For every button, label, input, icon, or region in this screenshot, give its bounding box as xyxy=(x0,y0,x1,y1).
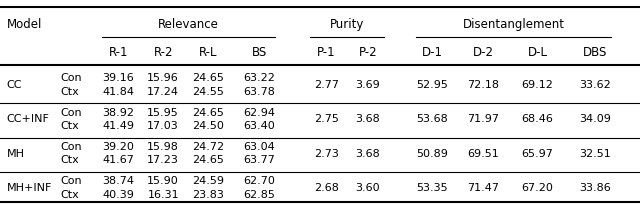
Text: 41.84: 41.84 xyxy=(102,87,134,97)
Text: 41.49: 41.49 xyxy=(102,121,134,131)
Text: DBS: DBS xyxy=(583,46,607,59)
Text: 3.68: 3.68 xyxy=(356,149,380,159)
Text: 17.23: 17.23 xyxy=(147,156,179,165)
Text: Disentanglement: Disentanglement xyxy=(463,18,564,31)
Text: 24.72: 24.72 xyxy=(192,142,224,152)
Text: 39.16: 39.16 xyxy=(102,73,134,83)
Text: 3.68: 3.68 xyxy=(356,114,380,124)
Text: 63.77: 63.77 xyxy=(243,156,275,165)
Text: 24.65: 24.65 xyxy=(192,73,224,83)
Text: 39.20: 39.20 xyxy=(102,142,134,152)
Text: 24.50: 24.50 xyxy=(192,121,224,131)
Text: CC+INF: CC+INF xyxy=(6,114,49,124)
Text: 62.85: 62.85 xyxy=(243,190,275,200)
Text: 16.31: 16.31 xyxy=(147,190,179,200)
Text: 40.39: 40.39 xyxy=(102,190,134,200)
Text: D-L: D-L xyxy=(527,46,548,59)
Text: 53.68: 53.68 xyxy=(416,114,448,124)
Text: 53.35: 53.35 xyxy=(416,183,448,193)
Text: P-2: P-2 xyxy=(358,46,378,59)
Text: P-1: P-1 xyxy=(317,46,336,59)
Text: 38.92: 38.92 xyxy=(102,108,134,118)
Text: 62.70: 62.70 xyxy=(243,176,275,186)
Text: 72.18: 72.18 xyxy=(467,80,499,90)
Text: 15.95: 15.95 xyxy=(147,108,179,118)
Text: 63.40: 63.40 xyxy=(243,121,275,131)
Text: 52.95: 52.95 xyxy=(416,80,448,90)
Text: 67.20: 67.20 xyxy=(522,183,554,193)
Text: 62.94: 62.94 xyxy=(243,108,275,118)
Text: 71.97: 71.97 xyxy=(467,114,499,124)
Text: 24.65: 24.65 xyxy=(192,108,224,118)
Text: 15.90: 15.90 xyxy=(147,176,179,186)
Text: MH+INF: MH+INF xyxy=(6,183,52,193)
Text: Purity: Purity xyxy=(330,18,364,31)
Text: 23.83: 23.83 xyxy=(192,190,224,200)
Text: 63.78: 63.78 xyxy=(243,87,275,97)
Text: MH: MH xyxy=(6,149,24,159)
Text: 68.46: 68.46 xyxy=(522,114,554,124)
Text: R-2: R-2 xyxy=(154,46,173,59)
Text: Ctx: Ctx xyxy=(61,121,79,131)
Text: 38.74: 38.74 xyxy=(102,176,134,186)
Text: Ctx: Ctx xyxy=(61,156,79,165)
Text: D-1: D-1 xyxy=(422,46,442,59)
Text: 15.98: 15.98 xyxy=(147,142,179,152)
Text: Ctx: Ctx xyxy=(61,87,79,97)
Text: 15.96: 15.96 xyxy=(147,73,179,83)
Text: D-2: D-2 xyxy=(473,46,493,59)
Text: 24.59: 24.59 xyxy=(192,176,224,186)
Text: 71.47: 71.47 xyxy=(467,183,499,193)
Text: 33.86: 33.86 xyxy=(579,183,611,193)
Text: 41.67: 41.67 xyxy=(102,156,134,165)
Text: 3.60: 3.60 xyxy=(356,183,380,193)
Text: Relevance: Relevance xyxy=(158,18,220,31)
Text: 24.65: 24.65 xyxy=(192,156,224,165)
Text: Model: Model xyxy=(6,18,42,31)
Text: 24.55: 24.55 xyxy=(192,87,224,97)
Text: 3.69: 3.69 xyxy=(356,80,380,90)
Text: Con: Con xyxy=(61,142,83,152)
Text: 17.24: 17.24 xyxy=(147,87,179,97)
Text: BS: BS xyxy=(252,46,267,59)
Text: CC: CC xyxy=(6,80,22,90)
Text: 17.03: 17.03 xyxy=(147,121,179,131)
Text: 50.89: 50.89 xyxy=(416,149,448,159)
Text: 69.51: 69.51 xyxy=(467,149,499,159)
Text: 2.73: 2.73 xyxy=(314,149,339,159)
Text: Con: Con xyxy=(61,73,83,83)
Text: R-1: R-1 xyxy=(109,46,128,59)
Text: 63.04: 63.04 xyxy=(243,142,275,152)
Text: 2.77: 2.77 xyxy=(314,80,339,90)
Text: 69.12: 69.12 xyxy=(522,80,554,90)
Text: 65.97: 65.97 xyxy=(522,149,554,159)
Text: 34.09: 34.09 xyxy=(579,114,611,124)
Text: Ctx: Ctx xyxy=(61,190,79,200)
Text: 32.51: 32.51 xyxy=(579,149,611,159)
Text: R-L: R-L xyxy=(199,46,217,59)
Text: 33.62: 33.62 xyxy=(579,80,611,90)
Text: 63.22: 63.22 xyxy=(243,73,275,83)
Text: Con: Con xyxy=(61,176,83,186)
Text: Con: Con xyxy=(61,108,83,118)
Text: 2.68: 2.68 xyxy=(314,183,339,193)
Text: 2.75: 2.75 xyxy=(314,114,339,124)
